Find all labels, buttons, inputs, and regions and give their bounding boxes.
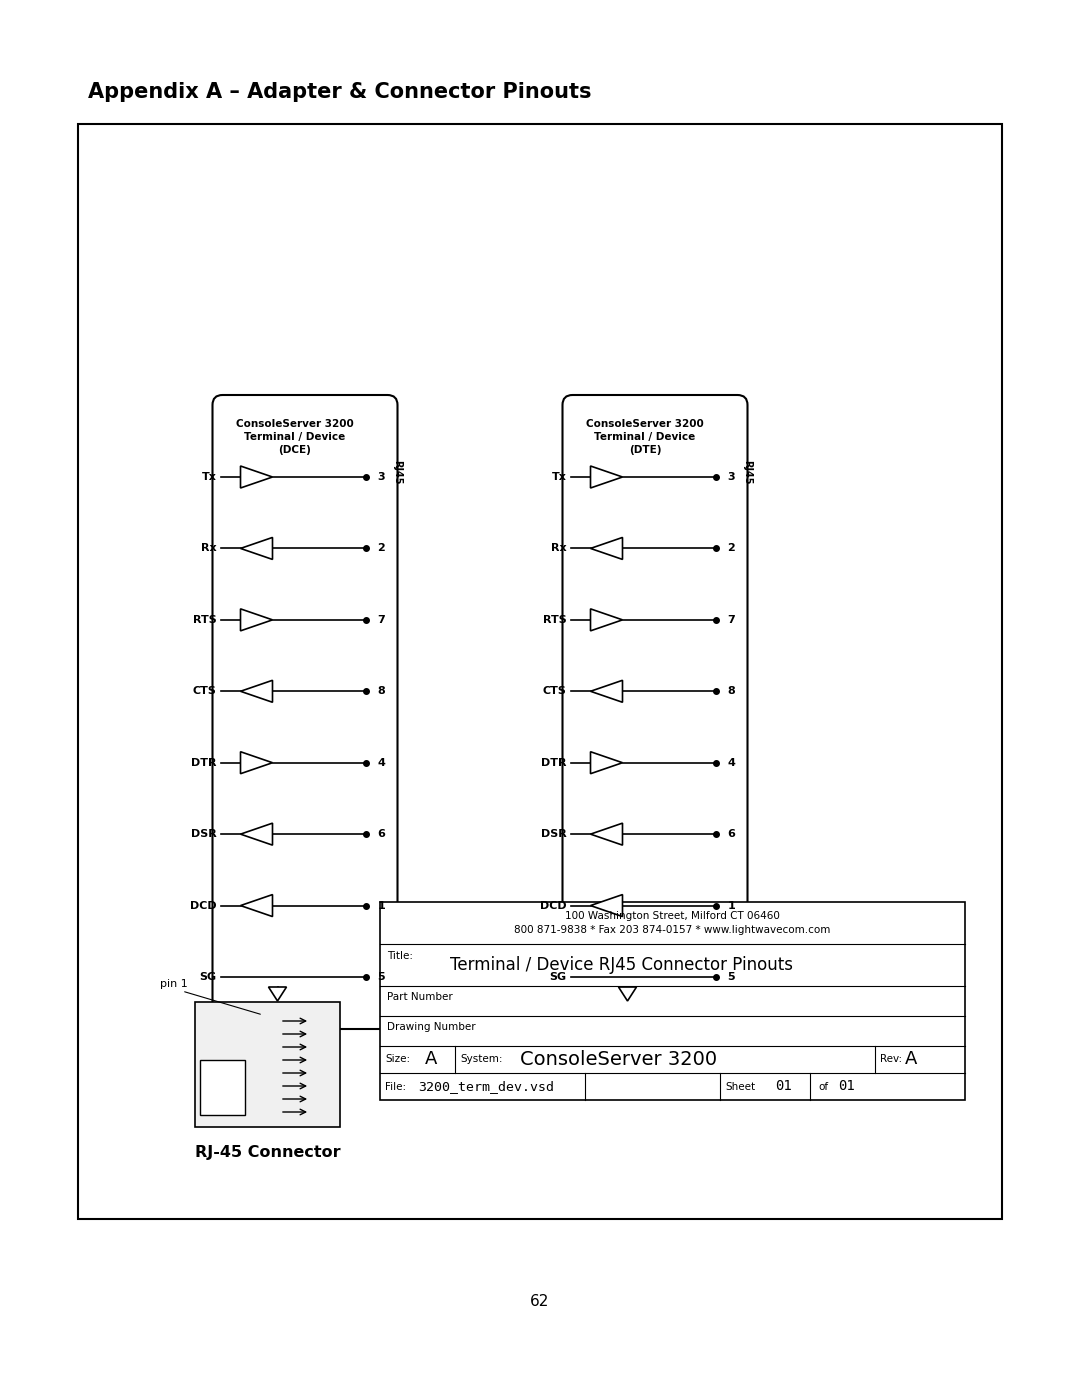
Text: Tx: Tx (202, 472, 216, 482)
Polygon shape (591, 894, 622, 916)
Text: RTS: RTS (543, 615, 567, 624)
Polygon shape (269, 988, 286, 1002)
Text: SG: SG (550, 972, 567, 982)
Text: RJ-45 Connector: RJ-45 Connector (194, 1146, 340, 1160)
Polygon shape (591, 680, 622, 703)
Text: DTR: DTR (541, 757, 567, 768)
FancyBboxPatch shape (78, 124, 1002, 1220)
Text: SG: SG (200, 972, 216, 982)
Text: A: A (426, 1051, 437, 1069)
Text: Rx: Rx (201, 543, 216, 553)
Text: 2: 2 (728, 543, 735, 553)
Text: 7: 7 (378, 615, 386, 624)
Bar (380, 902, 966, 1099)
Text: CTS: CTS (192, 686, 216, 696)
Text: System:: System: (460, 1055, 502, 1065)
Text: CTS: CTS (542, 686, 567, 696)
Text: ConsoleServer 3200: ConsoleServer 3200 (519, 1051, 717, 1069)
Text: ConsoleServer 3200: ConsoleServer 3200 (237, 419, 354, 429)
Text: 5: 5 (728, 972, 735, 982)
Text: A: A (905, 1051, 917, 1069)
Text: Terminal / Device: Terminal / Device (594, 432, 696, 441)
Text: pin 1: pin 1 (160, 979, 188, 989)
Text: 3: 3 (728, 472, 735, 482)
Text: Rev:: Rev: (880, 1055, 902, 1065)
Text: DTR: DTR (191, 757, 216, 768)
Text: 800 871-9838 * Fax 203 874-0157 * www.lightwavecom.com: 800 871-9838 * Fax 203 874-0157 * www.li… (514, 925, 831, 935)
Polygon shape (619, 988, 636, 1002)
Polygon shape (591, 823, 622, 845)
Bar (200, 1060, 245, 1115)
Text: DSR: DSR (541, 830, 567, 840)
Text: DCD: DCD (540, 901, 567, 911)
Polygon shape (591, 538, 622, 559)
Text: 2: 2 (378, 543, 386, 553)
Text: RJ45: RJ45 (392, 460, 403, 485)
Text: 7: 7 (728, 615, 735, 624)
Text: DSR: DSR (191, 830, 216, 840)
FancyBboxPatch shape (563, 395, 747, 1030)
Bar (195, 1002, 340, 1127)
Text: of: of (818, 1081, 828, 1091)
Text: ConsoleServer 3200: ConsoleServer 3200 (586, 419, 704, 429)
Text: 6: 6 (378, 830, 386, 840)
Text: 4: 4 (378, 757, 386, 768)
Text: Drawing Number: Drawing Number (387, 1023, 475, 1032)
FancyBboxPatch shape (213, 395, 397, 1030)
Text: Rx: Rx (551, 543, 567, 553)
Text: 4: 4 (728, 757, 735, 768)
Text: 100 Washington Street, Milford CT 06460: 100 Washington Street, Milford CT 06460 (565, 911, 780, 921)
Text: 1: 1 (378, 901, 386, 911)
Text: (DCE): (DCE) (279, 446, 311, 455)
Text: 8: 8 (728, 686, 735, 696)
Text: 1: 1 (728, 901, 735, 911)
Polygon shape (241, 823, 272, 845)
Text: Title:: Title: (387, 951, 413, 961)
Text: RJ45: RJ45 (743, 460, 753, 485)
Text: RTS: RTS (192, 615, 216, 624)
Text: 3: 3 (378, 472, 386, 482)
Polygon shape (241, 894, 272, 916)
Polygon shape (241, 680, 272, 703)
Text: 01: 01 (775, 1080, 792, 1094)
Polygon shape (591, 467, 622, 488)
Text: 01: 01 (838, 1080, 854, 1094)
Text: Terminal / Device RJ45 Connector Pinouts: Terminal / Device RJ45 Connector Pinouts (450, 956, 793, 974)
Text: Tx: Tx (552, 472, 567, 482)
Polygon shape (241, 467, 272, 488)
Text: 3200_term_dev.vsd: 3200_term_dev.vsd (418, 1080, 554, 1092)
Text: Appendix A – Adapter & Connector Pinouts: Appendix A – Adapter & Connector Pinouts (87, 82, 592, 102)
Text: 8: 8 (378, 686, 386, 696)
Polygon shape (241, 609, 272, 631)
Text: Size:: Size: (384, 1055, 410, 1065)
Text: Sheet: Sheet (725, 1081, 755, 1091)
Text: File:: File: (384, 1081, 406, 1091)
Polygon shape (591, 752, 622, 774)
Text: 62: 62 (530, 1295, 550, 1309)
Text: Part Number: Part Number (387, 992, 453, 1002)
Polygon shape (241, 538, 272, 559)
Text: 5: 5 (378, 972, 386, 982)
Text: Terminal / Device: Terminal / Device (244, 432, 346, 441)
Text: (DTE): (DTE) (629, 446, 661, 455)
Text: DCD: DCD (190, 901, 216, 911)
Polygon shape (241, 752, 272, 774)
Polygon shape (591, 609, 622, 631)
Text: 6: 6 (728, 830, 735, 840)
